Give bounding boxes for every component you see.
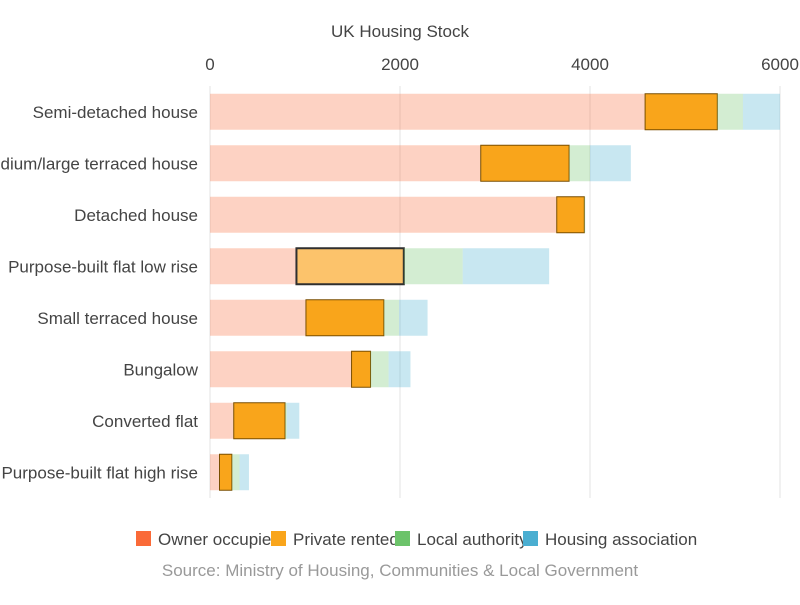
bars bbox=[210, 93, 780, 491]
x-tick-label: 4000 bbox=[571, 55, 609, 74]
category-label: Small terraced house bbox=[37, 309, 198, 328]
legend[interactable]: Owner occupied Private rented Local author… bbox=[136, 530, 697, 549]
legend-label: Local authority bbox=[417, 530, 528, 549]
bar-segment-private-rented[interactable] bbox=[219, 453, 233, 491]
bar-segment-housing-association[interactable] bbox=[462, 248, 550, 285]
bar-segment-owner-occupied[interactable] bbox=[210, 145, 481, 182]
bar-segment-owner-occupied[interactable] bbox=[210, 93, 646, 130]
category-label: Medium/large terraced house bbox=[0, 154, 198, 173]
category-label: Purpose-built flat low rise bbox=[8, 257, 198, 276]
x-tick-label: 0 bbox=[205, 55, 214, 74]
bar-segment-local-authority[interactable] bbox=[569, 145, 590, 182]
category-labels: Semi-detached house Medium/large terraced… bbox=[0, 103, 199, 483]
bar-segment-private-rented[interactable] bbox=[644, 93, 718, 131]
bar-segment-owner-occupied[interactable] bbox=[210, 196, 557, 233]
bar-segment-owner-occupied[interactable] bbox=[210, 351, 352, 388]
bar-segment-housing-association[interactable] bbox=[399, 299, 428, 336]
bar-segment-housing-association[interactable] bbox=[388, 351, 411, 388]
legend-swatch bbox=[136, 531, 151, 546]
bar-segment-owner-occupied[interactable] bbox=[210, 248, 297, 285]
bar-segment-owner-occupied[interactable] bbox=[210, 299, 306, 336]
bar-segment-local-authority[interactable] bbox=[717, 93, 743, 130]
bar-segment-owner-occupied[interactable] bbox=[210, 454, 220, 491]
bar-segment-local-authority[interactable] bbox=[370, 351, 389, 388]
source-note: Source: Ministry of Housing, Communities… bbox=[162, 561, 638, 580]
bar-segment-private-rented[interactable] bbox=[295, 247, 405, 286]
bar-segment-local-authority[interactable] bbox=[403, 248, 463, 285]
category-label: Semi-detached house bbox=[33, 103, 198, 122]
bar-segment-private-rented[interactable] bbox=[556, 196, 585, 234]
x-tick-label: 2000 bbox=[381, 55, 419, 74]
bar-segment-private-rented[interactable] bbox=[305, 299, 385, 337]
grid bbox=[209, 86, 781, 498]
bar-segment-housing-association[interactable] bbox=[239, 454, 249, 491]
legend-label: Private rented bbox=[293, 530, 399, 549]
category-label: Bungalow bbox=[123, 360, 198, 379]
category-label: Detached house bbox=[74, 206, 198, 225]
category-label: Converted flat bbox=[92, 412, 198, 431]
bar-segment-housing-association[interactable] bbox=[286, 402, 300, 439]
bar-segment-housing-association[interactable] bbox=[590, 145, 631, 182]
legend-swatch bbox=[271, 531, 286, 546]
legend-swatch bbox=[523, 531, 538, 546]
bar-segment-private-rented[interactable] bbox=[351, 350, 372, 388]
x-tick-label: 6000 bbox=[761, 55, 799, 74]
category-label: Purpose-built flat high rise bbox=[1, 463, 198, 482]
legend-item[interactable]: Local authority bbox=[395, 530, 528, 549]
bar-segment-private-rented[interactable] bbox=[233, 402, 286, 440]
legend-label: Owner occupied bbox=[158, 530, 281, 549]
bar-segment-private-rented[interactable] bbox=[480, 144, 570, 182]
bar-segment-local-authority[interactable] bbox=[231, 454, 240, 491]
bar-segment-local-authority[interactable] bbox=[383, 299, 400, 336]
legend-item[interactable]: Private rented bbox=[271, 530, 399, 549]
legend-item[interactable]: Housing association bbox=[523, 530, 697, 549]
legend-swatch bbox=[395, 531, 410, 546]
x-axis-ticks: 0 2000 4000 6000 bbox=[205, 55, 799, 74]
bar-segment-housing-association[interactable] bbox=[742, 93, 780, 130]
bar-segment-owner-occupied[interactable] bbox=[210, 402, 234, 439]
legend-label: Housing association bbox=[545, 530, 697, 549]
bar-segment-local-authority[interactable] bbox=[285, 402, 287, 439]
bar-segment-local-authority[interactable] bbox=[584, 196, 586, 233]
chart-title: UK Housing Stock bbox=[331, 22, 469, 41]
legend-item[interactable]: Owner occupied bbox=[136, 530, 281, 549]
